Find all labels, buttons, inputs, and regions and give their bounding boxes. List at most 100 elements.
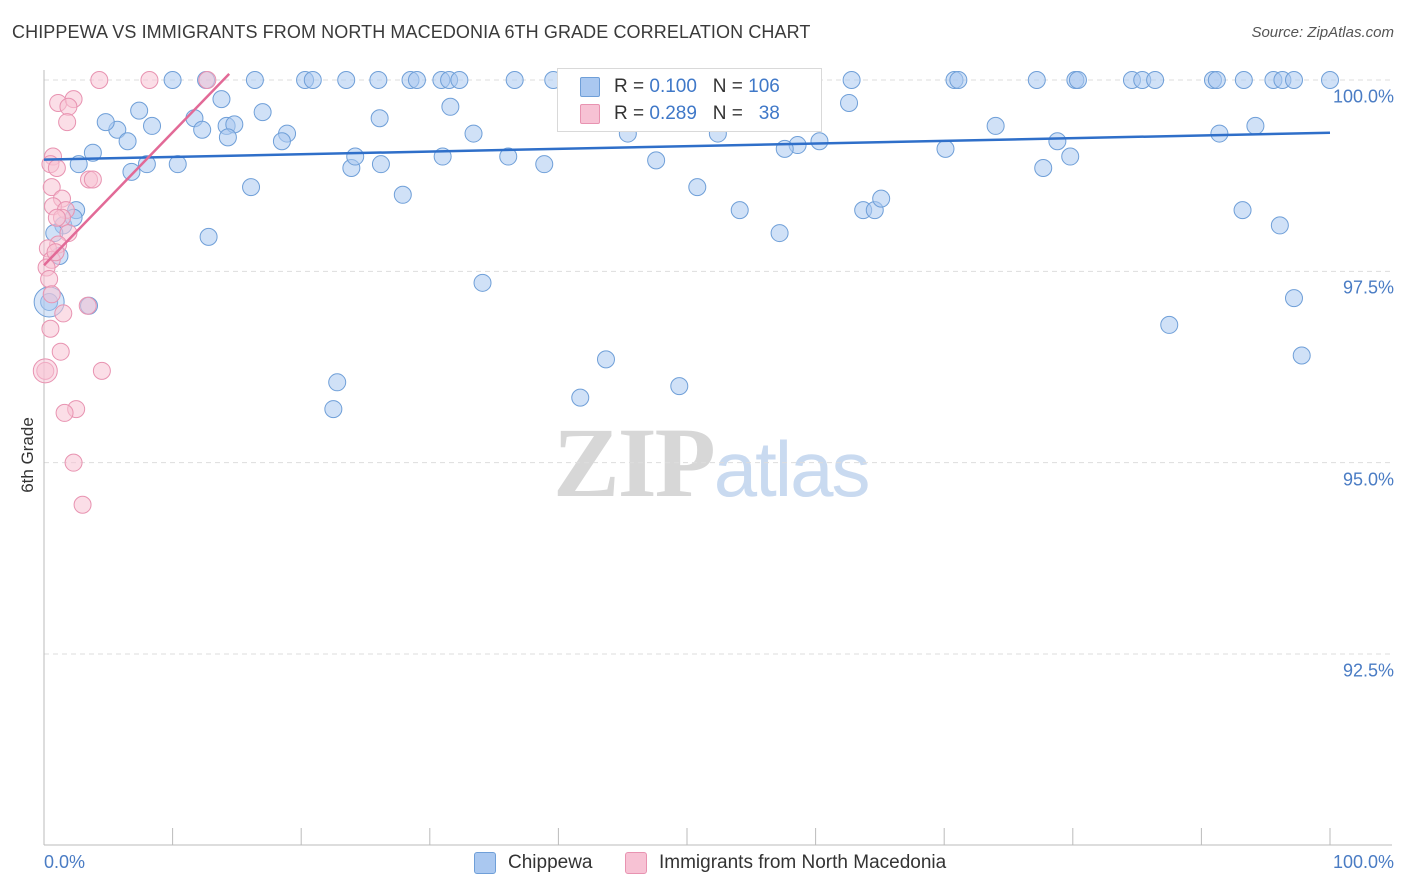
watermark-zip: ZIP — [553, 407, 716, 518]
legend-row-macedonia: R = 0.289 N = 38 — [580, 102, 780, 126]
macedonia-point — [90, 71, 109, 89]
macedonia-point — [58, 113, 77, 132]
chippewa-point — [370, 109, 389, 128]
trend-lines — [43, 73, 1331, 267]
macedonia-point — [47, 208, 66, 227]
macedonia-point — [64, 453, 83, 472]
chippewa-point — [1061, 147, 1080, 166]
legend-n-value: 106 — [748, 76, 780, 97]
chippewa-point — [1048, 132, 1067, 151]
chippewa-point — [242, 178, 261, 197]
legend-n-label: N = — [712, 76, 743, 97]
chippewa-point — [535, 155, 554, 174]
macedonia-point — [198, 71, 217, 89]
watermark-atlas: atlas — [713, 425, 871, 513]
chippewa-point — [199, 227, 218, 246]
legend-r-value: 0.289 — [649, 103, 697, 124]
chippewa-point — [1210, 124, 1229, 143]
chippewa-point — [770, 224, 789, 243]
legend-r-label: R = — [614, 103, 645, 124]
chippewa-point — [96, 113, 115, 132]
chippewa-point — [499, 147, 518, 166]
chippewa-point — [163, 71, 182, 89]
y-tick-label: 100.0% — [1332, 86, 1394, 107]
chippewa-point — [324, 400, 343, 419]
chippewa-point — [1233, 201, 1252, 220]
chippewa-point — [647, 151, 666, 170]
chippewa-legend-icon — [474, 852, 496, 874]
chippewa-point — [407, 71, 426, 89]
chippewa-point — [810, 132, 829, 151]
chippewa-point — [272, 132, 291, 151]
chippewa-point — [986, 116, 1005, 135]
chippewa-point — [840, 93, 859, 112]
x-tick-label-min: 0.0% — [44, 852, 86, 872]
series-legend: Chippewa Immigrants from North Macedonia — [0, 852, 1406, 878]
macedonia-point — [32, 358, 58, 384]
chippewa-point — [596, 350, 615, 369]
stats-legend: R = 0.100 N = 106 R = 0.289 N = 38 — [557, 68, 822, 132]
y-tick-label: 92.5% — [1342, 660, 1394, 681]
chippewa-point — [1068, 71, 1087, 89]
macedonia-point — [140, 71, 159, 89]
chippewa-point — [1270, 216, 1289, 235]
legend-item-macedonia[interactable]: Immigrants from North Macedonia — [625, 852, 946, 874]
chippewa-point — [253, 103, 272, 122]
chippewa-point — [245, 71, 264, 89]
macedonia-point — [51, 342, 70, 361]
chart-title: CHIPPEWA VS IMMIGRANTS FROM NORTH MACEDO… — [12, 22, 811, 42]
chippewa-point — [337, 71, 356, 89]
chippewa-point — [1284, 289, 1303, 308]
macedonia-point — [54, 304, 73, 323]
chippewa-point — [371, 155, 390, 174]
chippewa-point — [571, 388, 590, 407]
chippewa-point — [949, 71, 968, 89]
chippewa-point — [118, 132, 137, 151]
chippewa-trend-line — [43, 131, 1331, 161]
chippewa-point — [1234, 71, 1253, 89]
macedonia-point — [42, 178, 61, 197]
legend-label-macedonia: Immigrants from North Macedonia — [659, 852, 947, 873]
macedonia-point — [55, 403, 74, 422]
chippewa-swatch-icon — [580, 77, 600, 97]
chippewa-point — [130, 101, 149, 120]
macedonia-point — [47, 159, 66, 178]
macedonia-point — [59, 97, 78, 116]
macedonia-point — [40, 269, 59, 288]
chippewa-point — [505, 71, 524, 89]
chippewa-point — [218, 128, 237, 147]
macedonia-point — [83, 170, 102, 189]
chippewa-point — [193, 120, 212, 139]
legend-n-label: N = — [712, 103, 743, 124]
chippewa-point — [303, 71, 322, 89]
legend-label-chippewa: Chippewa — [508, 852, 593, 873]
chippewa-point — [1292, 346, 1311, 365]
chippewa-point — [936, 139, 955, 158]
chippewa-point — [1207, 71, 1226, 89]
x-tick-label-max: 100.0% — [1332, 852, 1394, 872]
axes — [43, 70, 1392, 846]
macedonia-point — [78, 296, 97, 315]
chippewa-point — [393, 185, 412, 204]
legend-r-label: R = — [614, 76, 645, 97]
chippewa-point — [441, 97, 460, 116]
legend-r-value: 0.100 — [649, 76, 697, 97]
chippewa-point — [1284, 71, 1303, 89]
y-tick-label: 95.0% — [1342, 469, 1394, 490]
legend-item-chippewa[interactable]: Chippewa — [474, 852, 593, 874]
chippewa-point — [842, 71, 861, 89]
chippewa-point — [137, 155, 156, 174]
chippewa-point — [450, 71, 469, 89]
legend-row-chippewa: R = 0.100 N = 106 — [580, 75, 780, 99]
chippewa-point — [730, 201, 749, 220]
chippewa-point — [143, 116, 162, 135]
macedonia-trend-line — [43, 73, 231, 267]
chippewa-point — [369, 71, 388, 89]
chippewa-point — [473, 273, 492, 292]
legend-n-value: 38 — [758, 103, 780, 124]
macedonia-point — [42, 285, 61, 304]
macedonia-swatch-icon — [580, 104, 600, 124]
chippewa-point — [1246, 116, 1265, 135]
chippewa-point — [83, 143, 102, 162]
